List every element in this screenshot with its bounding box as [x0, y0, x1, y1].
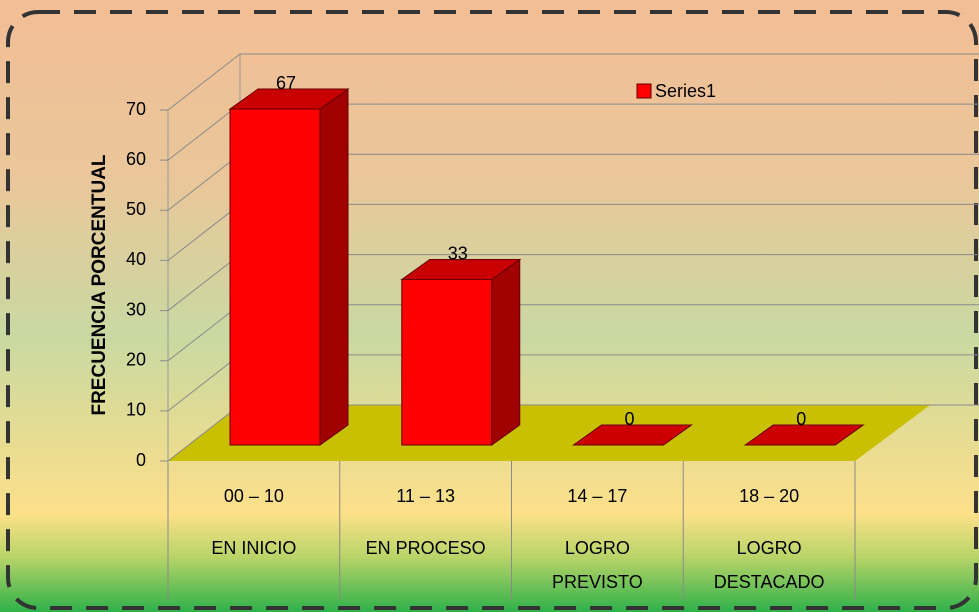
x-group-label: PREVISTO [552, 572, 643, 592]
legend-swatch [636, 83, 652, 99]
bar [400, 258, 522, 446]
data-label: 67 [276, 73, 296, 93]
y-tick-label: 70 [126, 99, 146, 119]
y-axis-label: FRECUENCIA PORCENTUAL [89, 154, 110, 415]
x-group-label: EN PROCESO [366, 538, 486, 558]
bar-top [228, 88, 350, 110]
x-tick-label: 00 – 10 [224, 486, 284, 506]
data-label: 0 [796, 409, 806, 429]
grid-line [160, 53, 979, 111]
x-group-label: EN INICIO [211, 538, 296, 558]
y-tick-label: 10 [126, 400, 146, 420]
x-group-label: DESTACADO [714, 572, 825, 592]
bar [571, 424, 694, 446]
x-tick-label: 11 – 13 [396, 486, 455, 506]
bar [228, 88, 350, 446]
grid-line [160, 203, 979, 261]
y-tick-label: 0 [136, 450, 146, 470]
floor [168, 405, 930, 461]
grid-line [160, 354, 979, 412]
y-tick-label: 50 [126, 199, 146, 219]
data-label: 33 [448, 243, 468, 263]
bar-top [400, 259, 522, 281]
grid-line [160, 304, 979, 362]
x-group-label: LOGRO [737, 538, 802, 558]
bar-front [229, 108, 321, 446]
y-tick-label: 20 [126, 349, 146, 369]
bar-top [743, 424, 865, 446]
grid-line [160, 103, 979, 161]
x-group-label: LOGRO [565, 538, 630, 558]
bar-front [401, 279, 493, 446]
grid-line [160, 153, 979, 211]
grid-line [160, 254, 979, 312]
y-tick-label: 30 [126, 299, 146, 319]
bar-side [319, 88, 349, 446]
bar-top [571, 424, 694, 446]
frame [6, 10, 978, 610]
x-tick-label: 18 – 20 [739, 486, 799, 506]
bar-side [491, 258, 521, 446]
bar [743, 424, 865, 446]
data-label: 0 [624, 409, 634, 429]
grid-line [160, 404, 979, 462]
x-tick-label: 14 – 17 [567, 486, 627, 506]
y-tick-label: 40 [126, 249, 146, 269]
legend-label: Series1 [655, 81, 716, 101]
y-tick-label: 60 [126, 149, 146, 169]
